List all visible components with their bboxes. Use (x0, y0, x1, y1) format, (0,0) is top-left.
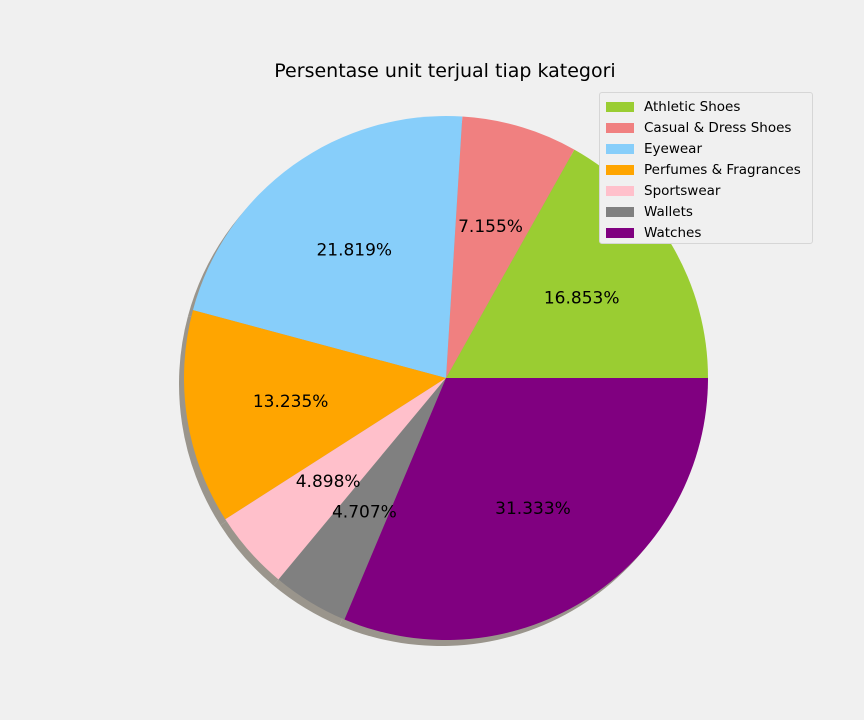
legend-label: Casual & Dress Shoes (644, 119, 792, 136)
slice-label-sportswear: 4.898% (296, 472, 361, 492)
slice-label-wallets: 4.707% (332, 502, 397, 522)
legend-swatch (606, 101, 634, 112)
slice-casual-dress-shoes (446, 116, 575, 378)
slice-wallets (278, 378, 446, 620)
slice-perfumes-fragrances (183, 310, 446, 520)
legend-item-wallets: Wallets (600, 201, 812, 222)
legend-label: Athletic Shoes (644, 98, 741, 115)
legend-item-sportswear: Sportswear (600, 180, 812, 201)
slice-label-athletic-shoes: 16.853% (544, 289, 620, 309)
legend-label: Wallets (644, 203, 693, 220)
slice-sportswear (225, 378, 446, 580)
legend-item-athletic-shoes: Athletic Shoes (600, 96, 812, 117)
legend-item-perfumes-fragrances: Perfumes & Fragrances (600, 159, 812, 180)
legend-item-eyewear: Eyewear (600, 138, 812, 159)
legend-swatch (606, 185, 634, 196)
slice-eyewear (192, 116, 463, 378)
legend-swatch (606, 122, 634, 133)
slice-label-casual-dress-shoes: 7.155% (458, 217, 523, 237)
legend-item-watches: Watches (600, 222, 812, 243)
legend-label: Eyewear (644, 140, 702, 157)
pie-labels: 16.853% 7.155% 21.819% 13.235% 4.898% 4.707% 3… (253, 217, 620, 522)
legend-item-casual-dress-shoes: Casual & Dress Shoes (600, 117, 812, 138)
legend-swatch (606, 164, 634, 175)
legend: Athletic Shoes Casual & Dress Shoes Eyewea… (599, 92, 813, 244)
chart-title: Persentase unit terjual tiap kategori (274, 60, 616, 82)
slice-label-perfumes-fragrances: 13.235% (253, 392, 329, 412)
legend-swatch (606, 227, 634, 238)
legend-label: Perfumes & Fragrances (644, 161, 801, 178)
slice-watches (344, 378, 708, 640)
slice-label-eyewear: 21.819% (316, 240, 392, 260)
legend-swatch (606, 143, 634, 154)
legend-label: Watches (644, 224, 702, 241)
legend-swatch (606, 206, 634, 217)
legend-label: Sportswear (644, 182, 721, 199)
slice-label-watches: 31.333% (495, 499, 571, 519)
